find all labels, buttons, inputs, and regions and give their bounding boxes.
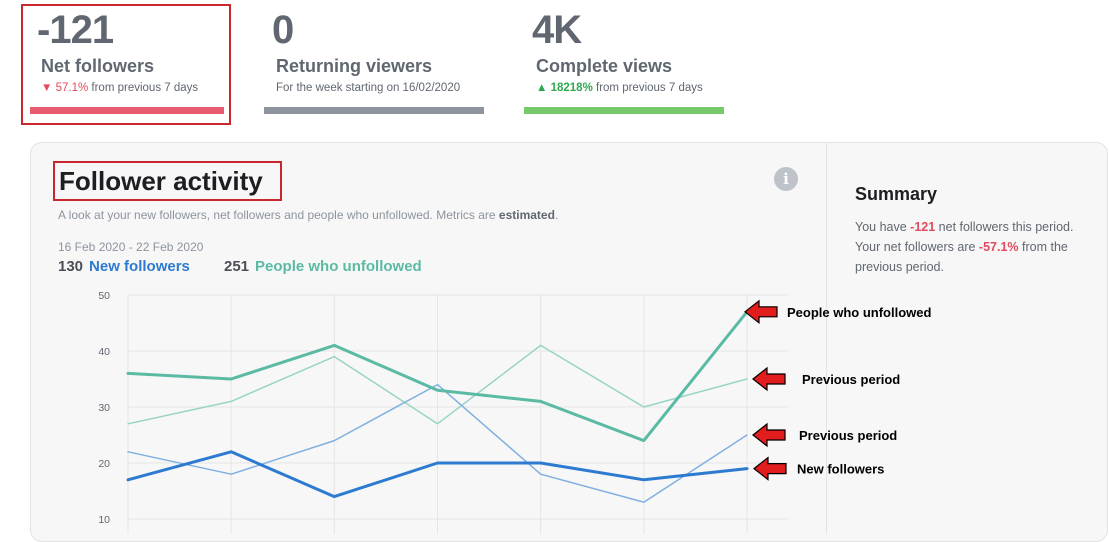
summary-part2: net followers this period. Your net foll… [855, 220, 1074, 254]
legend-count: 130 [58, 258, 84, 275]
summary-title: Summary [855, 184, 938, 204]
change-text: from previous 7 days [91, 82, 199, 94]
series-line [126, 450, 749, 499]
red-arrow-icon [744, 299, 778, 325]
series-line [127, 383, 748, 503]
stat-value: 0 [272, 8, 294, 52]
legend-new-followers[interactable]: 130 New followers [58, 258, 190, 275]
y-tick-label: 50 [98, 290, 110, 302]
subtitle-bold: estimated [498, 208, 555, 222]
chart-lines [126, 310, 749, 503]
y-tick-label: 10 [98, 514, 110, 526]
stat-returning-viewers[interactable]: 0 Returning viewers For the week startin… [272, 0, 492, 125]
series-line [126, 310, 749, 443]
arrow-shape [753, 456, 787, 481]
annotation-label: Previous period [802, 372, 900, 387]
arrow-shape [752, 366, 786, 392]
change-text: from previous 7 days [596, 82, 703, 94]
legend-label: New followers [89, 258, 190, 275]
y-axis-ticks: 10 20 30 40 50 [98, 290, 110, 526]
follower-activity-card [30, 142, 1108, 542]
series-line [127, 344, 748, 425]
subtitle-suffix: . [554, 208, 559, 222]
summary-percent: -57.1% [978, 240, 1019, 254]
red-arrow-icon [752, 422, 786, 448]
stat-label: Returning viewers [276, 56, 433, 76]
stat-change: ▼ 57.1% from previous 7 days [41, 82, 198, 94]
complete-views-bar [524, 107, 724, 114]
arrow-shape [744, 299, 778, 325]
legend-unfollowed[interactable]: 251 People who unfollowed [224, 258, 422, 275]
stat-change: ▲ 18218% from previous 7 days [536, 82, 703, 94]
red-arrow-icon [753, 456, 787, 481]
down-arrow-icon: ▼ [41, 82, 53, 94]
subtitle-text: A look at your new followers, net follow… [58, 208, 499, 222]
y-tick-label: 20 [98, 458, 110, 470]
up-arrow-icon: ▲ [536, 82, 548, 94]
summary-text: You have -121 net followers this period.… [855, 217, 1090, 277]
summary-part3: from the previous period. [855, 240, 1068, 274]
y-tick-label: 40 [98, 346, 110, 358]
stat-value: -121 [37, 8, 114, 52]
stat-subtext: For the week starting on 16/02/2020 [276, 82, 461, 94]
y-tick-label: 30 [98, 402, 110, 414]
highlight-box-net-followers [21, 4, 231, 125]
change-percent: 18218% [550, 82, 593, 94]
card-divider [826, 143, 827, 534]
annotation-label: Previous period [799, 428, 897, 443]
legend-label: People who unfollowed [255, 258, 422, 275]
arrow-shape [752, 422, 786, 448]
chart-annotations: People who unfollowed Previous period Prev… [744, 299, 932, 481]
highlight-box-title [53, 161, 282, 201]
chart-grid [127, 294, 788, 534]
legend-count: 251 [224, 258, 250, 275]
stat-net-followers[interactable]: -121 Net followers ▼ 57.1% from previous… [37, 0, 227, 125]
annotation-label: People who unfollowed [787, 305, 932, 320]
summary-part1: You have [855, 220, 911, 234]
change-percent: 57.1% [55, 82, 89, 94]
red-arrow-icon [752, 366, 786, 392]
stat-complete-views[interactable]: 4K Complete views ▲ 18218% from previous… [532, 0, 732, 125]
summary-net-value: -121 [910, 220, 936, 234]
info-icon[interactable]: i [774, 167, 798, 191]
returning-viewers-bar [264, 107, 484, 114]
card-subtitle: A look at your new followers, net follow… [58, 208, 558, 222]
stat-value: 4K [532, 8, 582, 52]
date-range: 16 Feb 2020 - 22 Feb 2020 [58, 240, 204, 254]
net-followers-bar [30, 107, 224, 114]
stat-label: Net followers [41, 56, 155, 76]
stat-label: Complete views [536, 56, 673, 76]
card-title: Follower activity [59, 166, 263, 196]
annotation-label: New followers [797, 462, 884, 477]
